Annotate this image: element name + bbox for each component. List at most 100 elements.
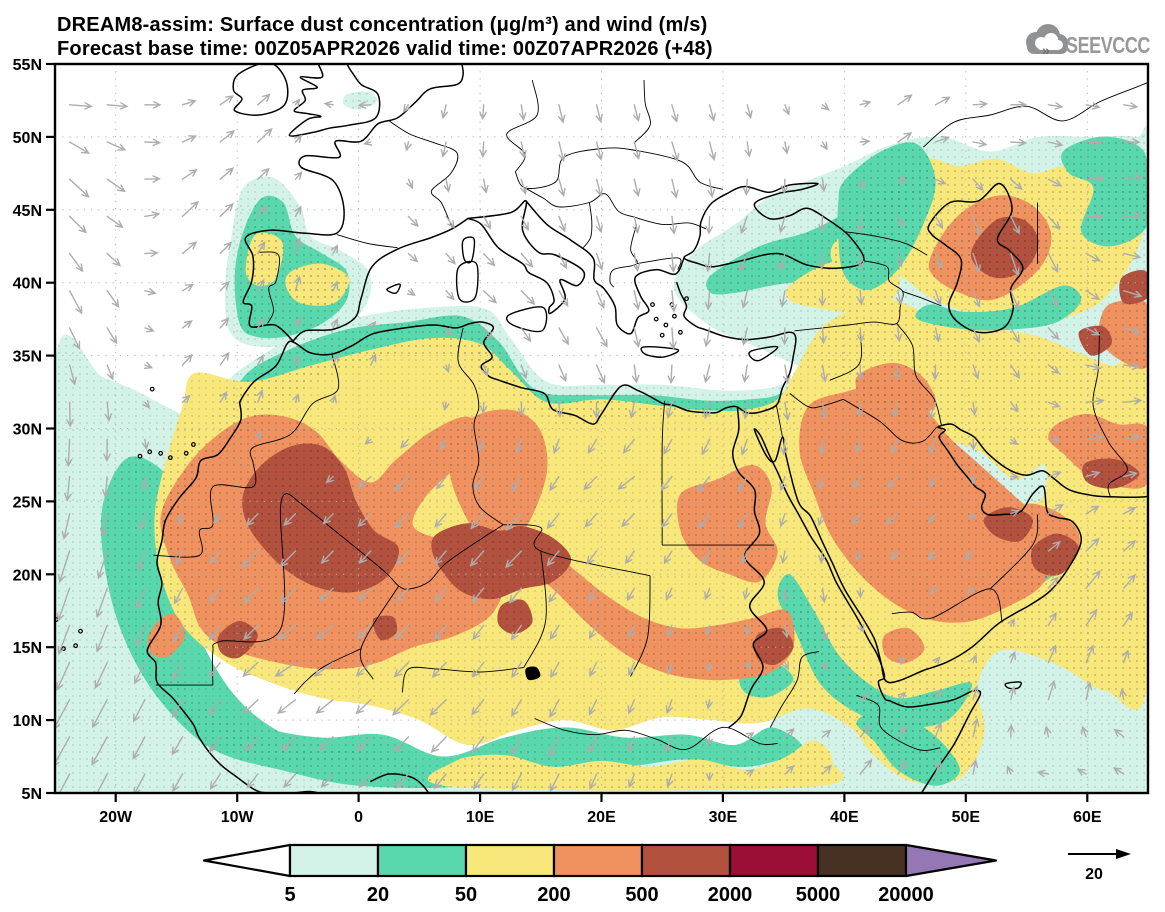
wind-arrow [1047,252,1059,273]
wind-arrow [969,475,977,485]
wind-arrow [510,624,522,641]
island-dot-cape-verde [73,643,78,649]
lat-tick-label: 30N [13,422,42,439]
island-corsica [461,236,476,264]
wind-arrow [589,773,598,790]
wind-arrow [934,96,951,106]
wind-arrow [705,661,713,673]
wind-arrow [208,736,221,753]
wind-arrow [592,401,601,419]
wind-arrow [1119,688,1127,701]
border-germany-poland-czech [506,79,539,173]
wind-arrow [854,438,862,454]
stipple-redsea-horn-green [777,574,973,728]
wind-arrow [219,317,230,329]
wind-arrow [471,587,485,604]
wind-arrow [254,429,262,441]
wind-arrow [137,550,146,571]
wind-arrow [929,475,937,489]
wind-arrow [819,587,828,604]
colorbar-boundary-label: 2000 [708,884,753,906]
wind-arrow [632,252,641,273]
wind-arrow [708,104,716,122]
wind-arrow [181,135,198,143]
wind-arrow [511,699,522,718]
wind-arrow [820,141,828,151]
wind-arrow [1085,397,1105,405]
wind-arrow [315,624,334,640]
border-iran-iraq [896,323,942,426]
wind-arrow [819,327,827,345]
wind-arrow [106,215,124,229]
wind-arrow [1085,138,1103,147]
lat-tick-label: 45N [13,203,42,220]
border-morocco-algeria [249,354,340,463]
lon-tick-label: 60E [1073,809,1102,826]
wind-arrow [95,587,108,619]
colorbar-over-arrow [904,843,998,878]
border-balkans-danube [524,187,707,230]
wind-arrow [740,438,748,456]
wind-arrow [742,401,750,420]
island-dot-canary-islands [167,455,173,461]
wind-arrow [257,93,271,106]
border-jordan-saudi [789,393,844,409]
wind-arrow [171,699,184,719]
wind-arrow [355,661,372,677]
wind-arrow [550,661,560,679]
wind-arrow [595,252,604,271]
wind-arrow [257,241,266,255]
wind-arrow [1047,435,1061,444]
wind-arrow [964,550,974,561]
wind-arrow [703,401,711,420]
wind-arrow [358,475,372,489]
lat-tick-label: 55N [13,57,42,74]
wind-arrow [589,661,598,678]
wind-arrow [928,438,937,455]
wind-arrow [1085,213,1105,221]
wind-arrow [391,699,410,716]
wind-arrow [595,327,608,348]
island-dot-canary-islands [158,450,164,456]
island-cyprus [748,345,779,362]
wind-arrow [320,550,334,564]
wind-arrow [393,475,410,492]
wind-arrow [821,102,830,111]
wind-arrow [972,290,981,308]
lon-tick-label: 50E [952,809,981,826]
wind-arrow [171,736,184,756]
wind-arrow [400,438,410,449]
wind-arrow [669,215,678,235]
wind-arrow [445,252,456,265]
wind-arrow [622,438,635,454]
wind-arrow [741,364,750,383]
wind-arrow [737,475,748,493]
wind-arrow [741,550,749,565]
wind-arrow [396,550,410,565]
wind-arrow [68,364,77,386]
wind-arrow [279,587,297,604]
wind-arrow [780,178,789,195]
wind-arrow [628,401,637,419]
wind-arrow [934,688,942,701]
wind-arrow [356,624,372,640]
wind-arrow [1047,611,1057,626]
wind-arrow [1010,290,1020,310]
wind-arrow [472,624,485,641]
wind-arrow [1123,102,1139,110]
wind-arrow [927,513,937,524]
wind-arrow [313,661,334,677]
wind-arrow [781,587,789,602]
wind-arrow [1010,138,1028,147]
stipple-maghreb-coast-green [230,315,796,425]
wind-arrow [58,550,71,584]
chart-subtitle: Forecast base time: 00Z05APR2026 valid t… [57,38,713,60]
wind-arrow [439,438,448,451]
wind-arrow [283,513,297,527]
wind-arrow [972,178,984,192]
wind-arrow [669,290,678,313]
wind-arrow [134,661,146,685]
wind-arrow [558,141,566,163]
border-bosnia-serbia [582,202,593,248]
colorbar-boundary-label: 20 [367,884,389,906]
